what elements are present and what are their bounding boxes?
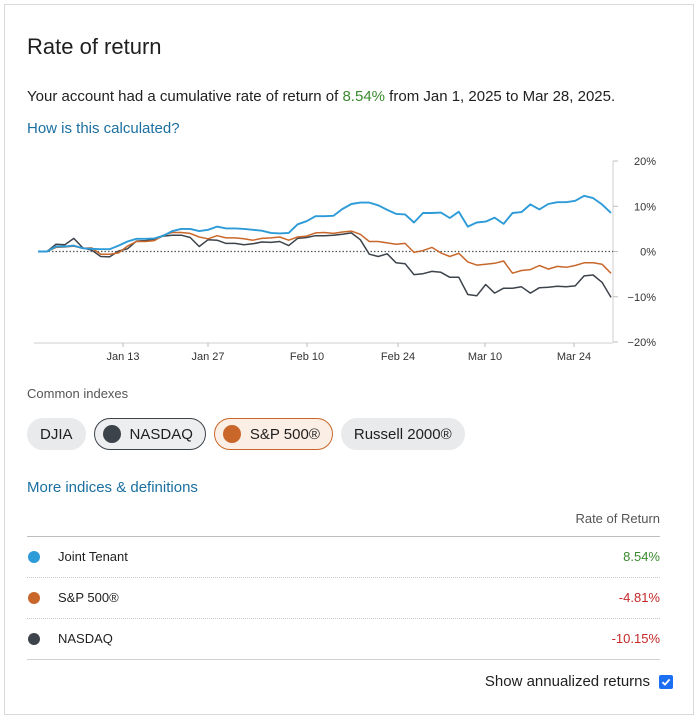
sp500-color-dot <box>222 425 241 443</box>
rate-of-return-card: Rate of return Your account had a cumula… <box>4 4 694 715</box>
checkmark-icon <box>661 678 671 686</box>
annualized-returns-toggle: Show annualized returns <box>485 673 673 690</box>
row-value: -4.81% <box>618 590 660 605</box>
summary-return-value: 8.54% <box>342 88 386 105</box>
table-row: Joint Tenant 8.54% <box>27 537 660 578</box>
x-tick-label: Feb 24 <box>381 351 415 363</box>
row-name: S&P 500® <box>58 590 119 605</box>
joint-tenant-line <box>38 194 612 253</box>
x-tick-label: Mar 10 <box>468 351 502 363</box>
y-tick-label: −10% <box>628 292 657 304</box>
annualized-returns-checkbox[interactable] <box>659 674 673 689</box>
summary-prefix: Your account had a cumulative rate of re… <box>27 88 343 105</box>
x-tick-label: Jan 27 <box>191 351 224 363</box>
more-indices-link[interactable]: More indices & definitions <box>27 479 198 496</box>
chip-djia-label: DJIA <box>40 425 73 443</box>
index-chips: DJIA NASDAQ S&P 500® Russell 2000® <box>27 418 465 450</box>
summary-text: Your account had a cumulative rate of re… <box>27 88 615 105</box>
joint-tenant-color-dot <box>28 551 40 563</box>
y-tick-label: 0% <box>640 247 656 259</box>
nasdaq-color-dot <box>102 425 121 443</box>
table-header: Rate of Return <box>27 502 660 537</box>
chip-russell-label: Russell 2000® <box>353 425 452 443</box>
chip-nasdaq[interactable]: NASDAQ <box>93 418 206 450</box>
sp500-line <box>38 230 612 274</box>
table-row: S&P 500® -4.81% <box>27 578 660 619</box>
y-tick-label: 10% <box>634 201 656 213</box>
rate-of-return-header: Rate of Return <box>575 511 660 526</box>
row-value: 8.54% <box>623 549 660 564</box>
row-name: NASDAQ <box>58 631 113 646</box>
rate-of-return-chart: 20% 10% 0% −10% −20% Jan 13 Jan 27 Feb 10 Feb 24… <box>34 156 657 363</box>
how-calculated-link[interactable]: How is this calculated? <box>27 120 180 137</box>
chip-nasdaq-label: NASDAQ <box>129 425 193 443</box>
summary-suffix: from Jan 1, 2025 to Mar 28, 2025. <box>385 88 616 105</box>
x-tick-label: Mar 24 <box>557 351 591 363</box>
x-tick-label: Jan 13 <box>106 351 139 363</box>
returns-table: Rate of Return Joint Tenant 8.54% S&P 50… <box>27 502 660 660</box>
page-title: Rate of return <box>27 34 162 59</box>
chip-russell-2000[interactable]: Russell 2000® <box>340 418 465 450</box>
chip-sp500-label: S&P 500® <box>249 425 320 443</box>
row-value: -10.15% <box>611 631 660 646</box>
common-indexes-label: Common indexes <box>27 386 129 401</box>
row-name: Joint Tenant <box>58 549 128 564</box>
x-tick-label: Feb 10 <box>290 351 324 363</box>
chip-sp500[interactable]: S&P 500® <box>213 418 333 450</box>
y-tick-label: 20% <box>634 156 656 168</box>
chip-djia[interactable]: DJIA <box>27 418 86 450</box>
annualized-returns-label: Show annualized returns <box>484 673 650 690</box>
sp500-color-dot <box>28 592 40 604</box>
table-row: NASDAQ -10.15% <box>27 619 660 660</box>
nasdaq-color-dot <box>28 633 40 645</box>
y-tick-label: −20% <box>628 337 657 349</box>
